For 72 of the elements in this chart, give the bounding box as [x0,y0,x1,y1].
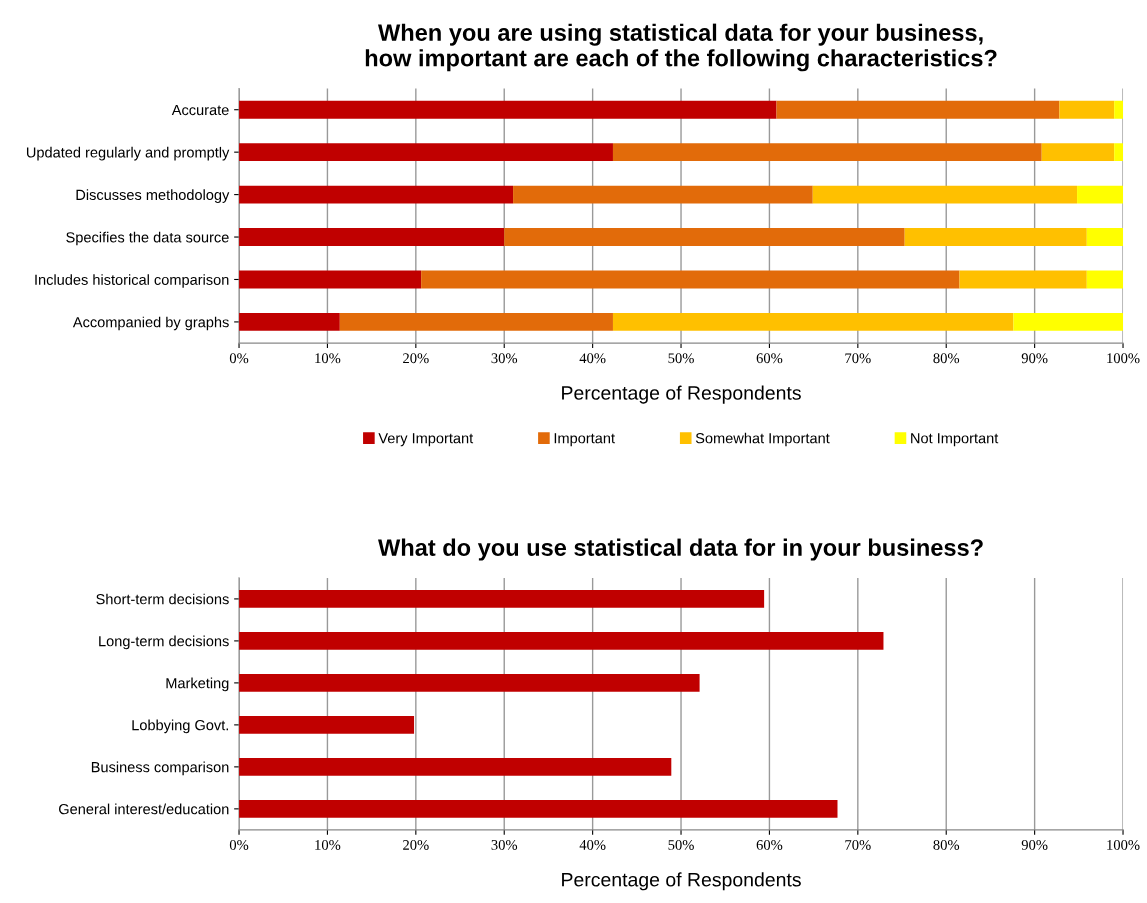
x-tick-label: 70% [845,840,871,850]
bar [1077,185,1124,204]
chart-title: What do you use statistical data for in your business? [378,538,983,561]
bar [1114,100,1124,119]
bar [239,800,838,818]
x-tick-label: 50% [668,353,694,364]
x-tick-label: 0% [229,840,249,850]
bar [239,758,672,776]
x-tick-label: 10% [315,840,341,850]
legend-label: Important [554,433,615,447]
x-tick-label: 50% [668,840,694,850]
x-tick-label: 100% [1107,353,1140,364]
x-tick-label: 80% [933,353,960,364]
bar [513,185,813,204]
bar [239,100,777,119]
y-tick-label: Specifies the data source [66,231,229,246]
y-tick-label: Updated regularly and promptly [26,146,230,161]
bar [239,143,613,162]
y-tick-label: Long-term decisions [99,635,229,650]
y-tick-label: Includes historical comparison [35,274,229,288]
bar [421,270,960,289]
y-tick-label: Accompanied by graphs [72,316,229,331]
bar [239,313,340,331]
y-tick-label: General interest/education [59,803,229,815]
y-tick-label: Marketing [166,677,229,692]
bar [239,185,514,204]
bar [239,590,765,608]
chart-title: When you are using statistical data for your business, how important are each of the following characteristics? [365,23,997,72]
bar [1114,143,1124,162]
bar [239,228,505,246]
x-tick-label: 100% [1107,840,1140,850]
bar [239,270,422,289]
bar [239,716,415,734]
legend-label: Very Important [378,433,474,447]
x-tick-label: 20% [403,353,429,364]
x-tick-label: 20% [403,840,429,850]
legend-label: Not Important [911,433,999,447]
bar [812,185,1078,204]
y-tick-label: Short-term decisions [96,593,229,605]
legend-label: Somewhat Important [695,432,830,447]
bar [1086,270,1124,289]
x-tick-label: 40% [579,840,606,850]
x-tick-label: 90% [1021,353,1048,364]
x-tick-label: 0% [229,353,249,364]
x-tick-label: 90% [1021,840,1048,850]
bar [612,313,1014,331]
y-tick-label: Business comparison [91,761,229,776]
y-tick-label: Discusses methodology [76,189,230,203]
bar [904,228,1087,246]
y-tick-label: Lobbying Govt. [132,719,228,734]
x-tick-label: 60% [756,840,783,850]
x-tick-label: 10% [315,353,341,364]
bar [239,632,884,650]
bar [239,674,700,692]
bar [1013,313,1124,331]
bar [1059,100,1115,119]
x-tick-label: 30% [491,840,518,850]
y-tick-label: Accurate [171,104,229,116]
bar [959,270,1087,289]
x-tick-label: 70% [845,353,871,364]
x-tick-label: 30% [491,353,518,364]
bar [339,313,613,331]
bar [1086,228,1124,246]
x-axis-title: Percentage of Respondents [562,385,801,404]
bar [504,228,905,246]
x-tick-label: 60% [756,353,783,364]
bar [1041,143,1115,162]
x-tick-label: 40% [579,353,606,364]
bar [776,100,1060,119]
bar [612,143,1042,162]
x-axis-title: Percentage of Respondents [562,872,801,891]
x-tick-label: 80% [933,840,960,850]
